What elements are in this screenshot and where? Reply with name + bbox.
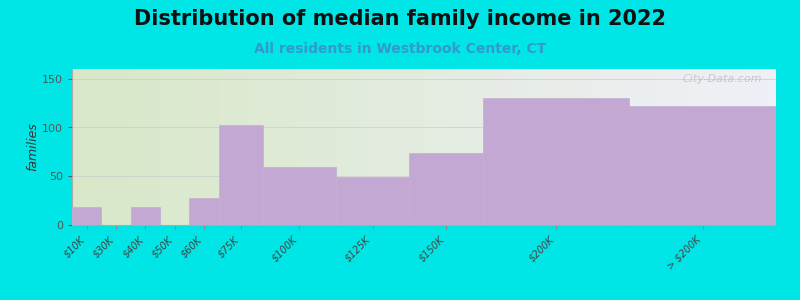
Bar <box>130 208 160 225</box>
Bar <box>630 106 776 225</box>
Bar <box>262 167 336 225</box>
Bar <box>410 153 482 225</box>
Bar <box>482 98 630 225</box>
Bar <box>72 208 102 225</box>
Y-axis label: families: families <box>26 123 39 171</box>
Bar <box>336 177 410 225</box>
Bar <box>190 198 218 225</box>
Text: All residents in Westbrook Center, CT: All residents in Westbrook Center, CT <box>254 42 546 56</box>
Text: Distribution of median family income in 2022: Distribution of median family income in … <box>134 9 666 29</box>
Bar <box>218 124 262 225</box>
Text: City-Data.com: City-Data.com <box>682 74 762 84</box>
